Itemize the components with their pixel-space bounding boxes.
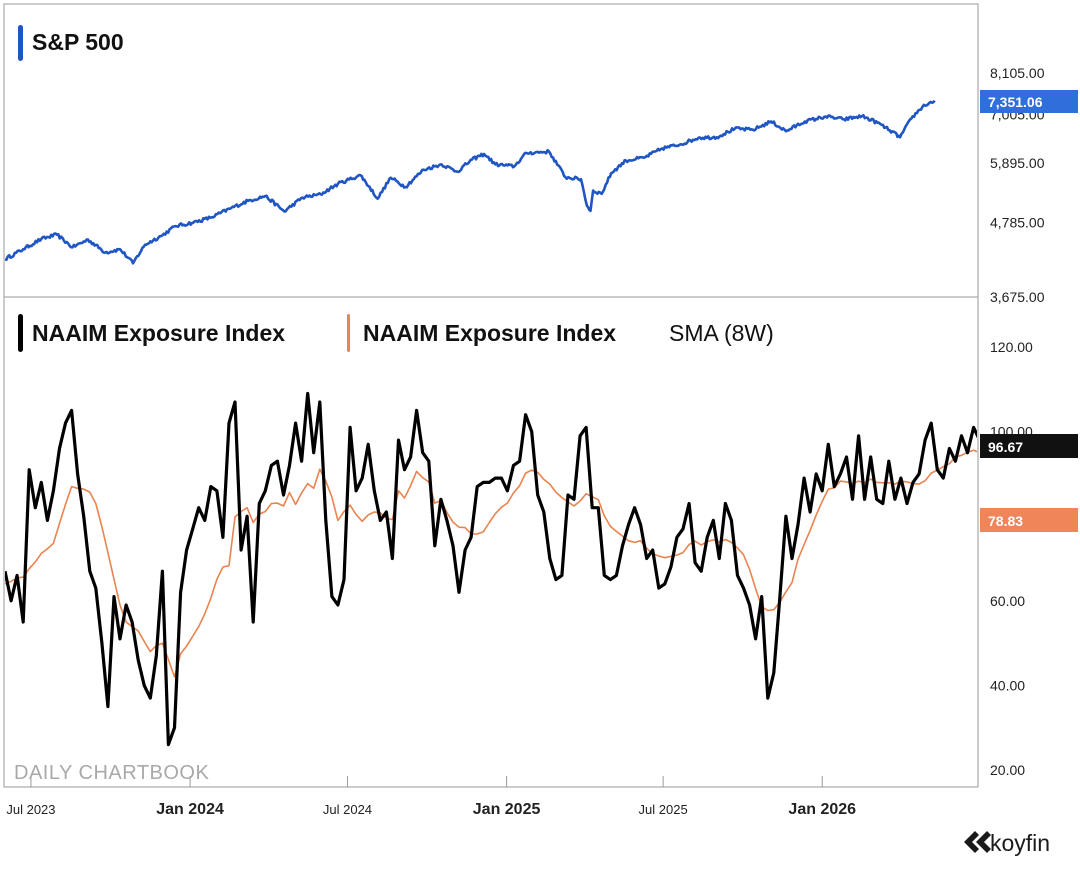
naaim-legend-marker	[18, 314, 23, 352]
top-y-tick-label: 4,785.00	[990, 214, 1045, 230]
x-tick-label: Jul 2023	[6, 802, 55, 817]
naaim-line	[5, 391, 977, 747]
bottom-y-tick-label: 60.00	[990, 593, 1025, 609]
x-tick-label: Jan 2025	[473, 801, 541, 818]
bottom-y-tick-label: 20.00	[990, 762, 1025, 778]
top-y-tick-label: 3,675.00	[990, 289, 1045, 305]
bottom-panel-frame	[3, 296, 979, 788]
x-tick-label: Jul 2025	[639, 802, 688, 817]
x-tick-label: Jan 2024	[156, 801, 224, 818]
koyfin-mark-icon	[964, 831, 991, 853]
x-tick-label: Jan 2026	[788, 801, 856, 818]
x-tick-marks	[30, 776, 823, 787]
naaim-series-group	[5, 391, 977, 747]
spx-line	[5, 99, 936, 265]
naaim-last-value-badge	[980, 434, 1078, 458]
spx-legend-marker	[18, 25, 23, 61]
sma-legend-marker	[347, 314, 350, 352]
naaim-legend-label: NAAIM Exposure Index	[32, 320, 285, 346]
x-tick-labels: Jul 2023 Jan 2024 Jul 2024 Jan 2025 Jul 2025…	[6, 801, 856, 818]
top-y-tick-labels: 8,105.007,005.005,895.004,785.003,675.00	[990, 65, 1045, 305]
sma-legend-suffix: SMA (8W)	[669, 320, 774, 346]
top-y-tick-label: 8,105.00	[990, 65, 1045, 81]
sma-last-value-badge	[980, 508, 1078, 532]
bottom-y-tick-label: 120.00	[990, 339, 1033, 355]
top-y-tick-label: 5,895.00	[990, 155, 1045, 171]
spx-series-group	[5, 99, 936, 265]
naaim-last-value-text: 96.67	[988, 439, 1023, 455]
top-panel-title: S&P 500	[32, 29, 124, 55]
spx-last-value-text: 7,351.06	[988, 94, 1043, 110]
bottom-y-tick-label: 40.00	[990, 677, 1025, 693]
x-tick-label: Jul 2024	[323, 802, 372, 817]
koyfin-logo[interactable]: koyfin	[964, 830, 1050, 856]
spx-last-value-badge	[980, 90, 1078, 113]
brand-name: koyfin	[990, 830, 1050, 856]
sma-last-value-text: 78.83	[988, 513, 1023, 529]
watermark: DAILY CHARTBOOK	[14, 762, 209, 784]
top-panel-frame	[3, 3, 979, 298]
sma-legend-label: NAAIM Exposure Index	[363, 320, 616, 346]
